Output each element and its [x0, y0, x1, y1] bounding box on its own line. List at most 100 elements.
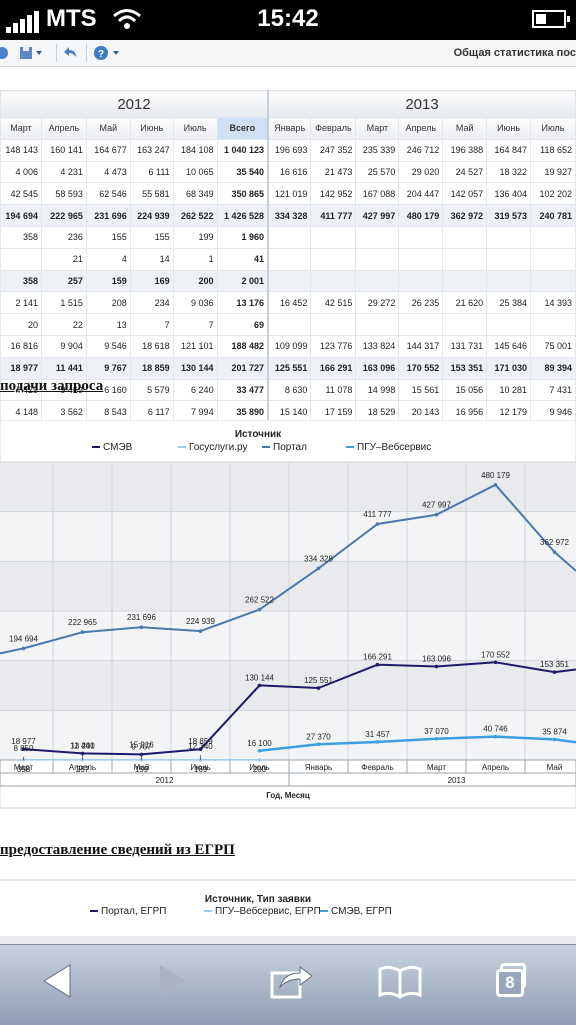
- table-cell: 35 540: [217, 161, 268, 183]
- table-cell: 166 291: [311, 357, 356, 379]
- column-header[interactable]: Июль: [173, 118, 217, 140]
- table-cell: [311, 248, 356, 270]
- back-icon[interactable]: [62, 44, 80, 62]
- data-label: 166 291: [363, 653, 392, 662]
- table-cell: [268, 226, 311, 248]
- column-header[interactable]: Апрель: [41, 118, 86, 140]
- section-title-egrp[interactable]: предоставление сведений из ЕГРП: [0, 842, 235, 859]
- data-point: [553, 738, 557, 742]
- x-tick-label: Май: [547, 763, 563, 772]
- table-cell: 20: [1, 314, 42, 336]
- table-cell: 5 579: [130, 379, 173, 401]
- nav-back-icon[interactable]: [40, 961, 76, 1001]
- column-header-total[interactable]: Всего: [217, 118, 268, 140]
- browser-bottom-bar: 8: [0, 944, 576, 1025]
- table-cell: 16 616: [268, 161, 311, 183]
- table-cell: [268, 248, 311, 270]
- data-label: 222 965: [68, 618, 97, 627]
- table-cell: 169: [130, 270, 173, 292]
- table-cell: 18 322: [487, 161, 531, 183]
- data-point: [435, 513, 439, 517]
- column-header[interactable]: Март: [356, 118, 399, 140]
- bookmarks-icon[interactable]: [376, 961, 424, 1001]
- table-cell: 121 019: [268, 183, 311, 205]
- column-header[interactable]: Март: [1, 118, 42, 140]
- table-cell: 145 646: [487, 335, 531, 357]
- x-axis-title: Год, Месяц: [266, 791, 310, 800]
- table-cell: 4 473: [86, 161, 130, 183]
- column-header[interactable]: Май: [86, 118, 130, 140]
- plot-band: [0, 936, 576, 944]
- table-cell: 350 865: [217, 183, 268, 205]
- x-tick-label: Март: [427, 763, 446, 772]
- column-header[interactable]: Февраль: [311, 118, 356, 140]
- data-point: [140, 625, 144, 629]
- table-cell: 42 545: [1, 183, 42, 205]
- data-label: 130 144: [245, 673, 274, 682]
- table-cell: 1 515: [41, 292, 86, 314]
- data-point: [376, 740, 380, 744]
- table-cell: 200: [173, 270, 217, 292]
- table-cell: [311, 226, 356, 248]
- table-cell: 9 904: [41, 335, 86, 357]
- data-point: [258, 749, 262, 753]
- column-header[interactable]: Июнь: [130, 118, 173, 140]
- table-cell: 2 141: [1, 292, 42, 314]
- table-cell: 6 111: [130, 161, 173, 183]
- refresh-icon[interactable]: [0, 44, 12, 62]
- data-label: 170 552: [481, 650, 510, 659]
- table-cell: 9 546: [86, 335, 130, 357]
- column-header[interactable]: Апрель: [399, 118, 443, 140]
- table-cell: 58 593: [41, 183, 86, 205]
- save-icon[interactable]: [18, 44, 44, 62]
- table-cell: 208: [86, 292, 130, 314]
- table-cell: 10 065: [173, 161, 217, 183]
- column-header[interactable]: Январь: [268, 118, 311, 140]
- column-header[interactable]: Июнь: [487, 118, 531, 140]
- data-point: [494, 483, 498, 487]
- table-cell: 240 781: [531, 205, 576, 227]
- svg-text:?: ?: [98, 49, 104, 60]
- table-cell: 68 349: [173, 183, 217, 205]
- table-cell: 163 247: [130, 139, 173, 161]
- table-cell: 15 561: [399, 379, 443, 401]
- table-cell: 16 452: [268, 292, 311, 314]
- data-label: 125 551: [304, 676, 333, 685]
- table-cell: 118 652: [531, 139, 576, 161]
- table-cell: 231 696: [86, 205, 130, 227]
- table-cell: 131 731: [443, 335, 487, 357]
- column-header[interactable]: Июль: [531, 118, 576, 140]
- table-cell: 6 240: [173, 379, 217, 401]
- data-label: 31 457: [365, 730, 390, 739]
- table-cell: [311, 270, 356, 292]
- column-header[interactable]: Май: [443, 118, 487, 140]
- data-point: [81, 630, 85, 634]
- table-cell: 11 078: [311, 379, 356, 401]
- help-icon[interactable]: ?: [92, 44, 122, 62]
- table-cell: [531, 248, 576, 270]
- status-bar: MTS 15:42: [0, 0, 576, 40]
- data-label: 159: [135, 765, 149, 774]
- table-cell: 222 965: [41, 205, 86, 227]
- table-cell: [487, 270, 531, 292]
- table-cell: 4: [86, 248, 130, 270]
- table-cell: 11 441: [41, 357, 86, 379]
- section-title-request-method[interactable]: подачи запроса: [0, 378, 103, 395]
- share-icon[interactable]: [268, 961, 316, 1001]
- legend-item: Портал, ЕГРП: [101, 906, 166, 917]
- data-point: [317, 686, 321, 690]
- data-point: [199, 629, 203, 633]
- table-cell: 234: [130, 292, 173, 314]
- tabs-icon[interactable]: 8: [494, 963, 530, 997]
- nav-forward-icon[interactable]: [154, 961, 190, 1001]
- data-label: 37 070: [424, 727, 449, 736]
